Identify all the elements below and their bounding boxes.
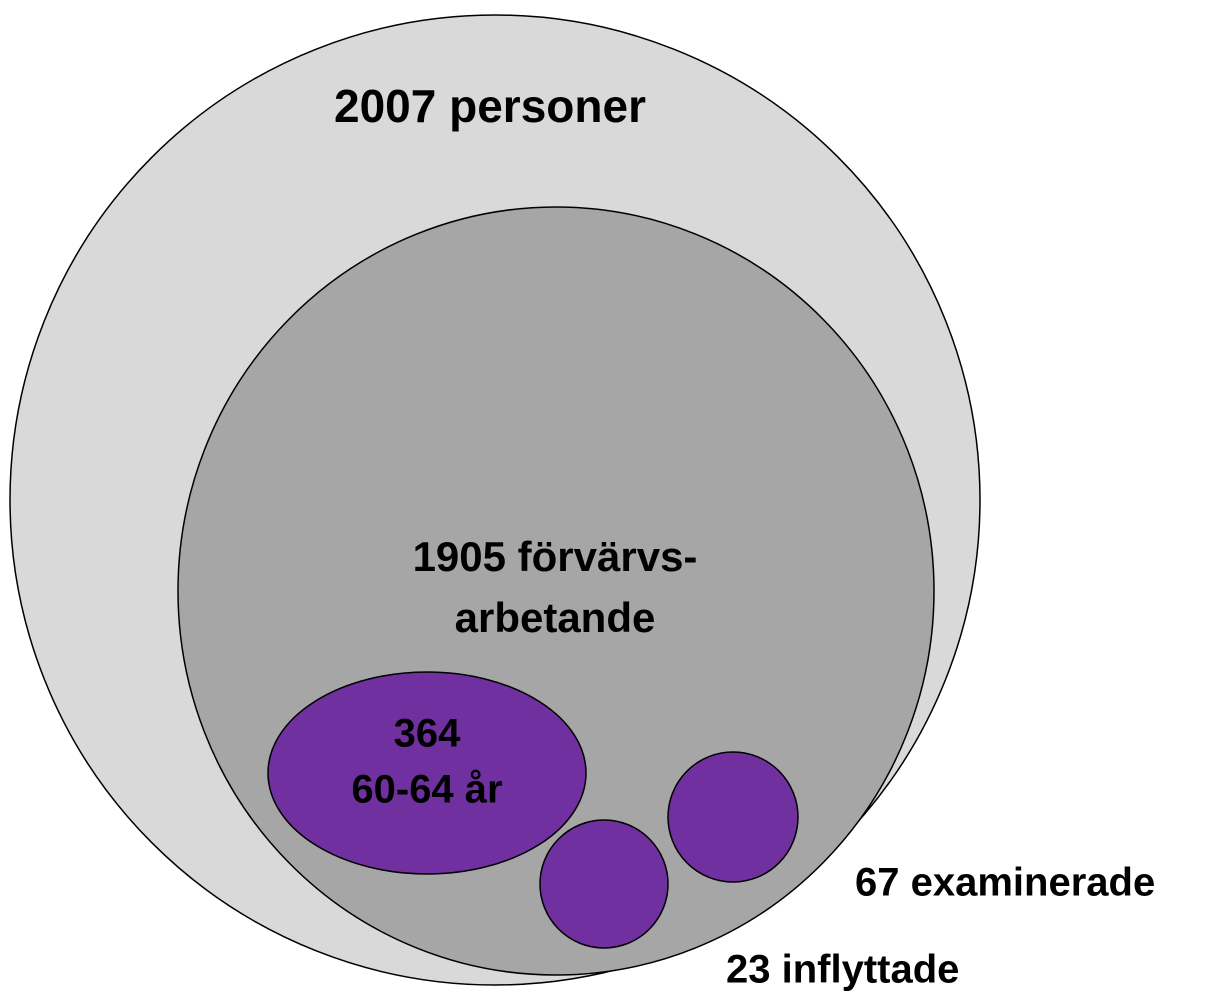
age-label: 60-64 år xyxy=(351,768,502,812)
inner-label: 1905 förvärvs- xyxy=(413,533,698,580)
inflyttade-label: 23 inflyttade xyxy=(726,948,959,992)
examinerade-circle xyxy=(667,751,799,883)
age-ellipse xyxy=(267,671,587,875)
inflyttade-circle xyxy=(539,819,669,949)
inner-label: arbetande xyxy=(455,594,656,641)
examinerade-label: 67 examinerade xyxy=(855,861,1155,905)
outer-label: 2007 personer xyxy=(334,80,646,132)
age-label: 364 xyxy=(394,712,461,756)
